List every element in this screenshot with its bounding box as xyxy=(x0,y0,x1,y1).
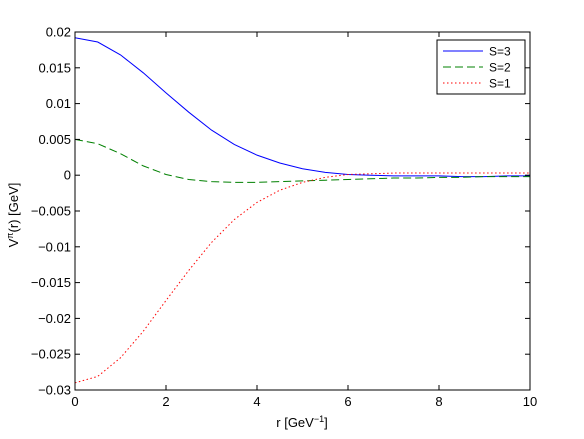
legend-label-3: S=1 xyxy=(489,77,511,91)
y-tick-label: −0.005 xyxy=(31,204,71,219)
y-tick-label: 0.01 xyxy=(46,96,71,111)
x-tick-label: 4 xyxy=(253,394,260,409)
y-tick-label: 0.015 xyxy=(38,60,71,75)
series-line-3 xyxy=(74,172,530,384)
x-tick-label: 2 xyxy=(162,394,169,409)
x-tick-label: 10 xyxy=(523,394,537,409)
x-tick-label: 0 xyxy=(71,394,78,409)
legend-label-1: S=3 xyxy=(489,45,511,59)
y-tick-label: −0.02 xyxy=(38,311,71,326)
y-tick-label: −0.01 xyxy=(38,239,71,254)
x-axis-label: r [GeV−1] xyxy=(276,414,327,430)
y-tick-label: 0.005 xyxy=(38,132,71,147)
x-tick-label: 8 xyxy=(435,394,442,409)
x-tick-label: 6 xyxy=(344,394,351,409)
y-tick-label: −0.015 xyxy=(31,275,71,290)
y-tick-label: −0.025 xyxy=(31,347,71,362)
y-tick-label: 0.02 xyxy=(46,25,71,40)
series-line-1 xyxy=(74,37,530,178)
y-axis-label: Vπ(r) [GeV] xyxy=(5,183,21,248)
series-line-2 xyxy=(74,138,530,183)
legend-label-2: S=2 xyxy=(489,61,511,75)
x-axis: 0 2 4 6 8 10 xyxy=(71,32,537,409)
y-tick-label: 0 xyxy=(64,168,71,183)
y-tick-label: −0.03 xyxy=(38,383,71,398)
legend: S=3 S=2 S=1 xyxy=(436,39,526,95)
y-axis: 0.02 0.015 0.01 0.005 0 −0.005 −0.01 −0.015 −0.0… xyxy=(31,25,530,398)
